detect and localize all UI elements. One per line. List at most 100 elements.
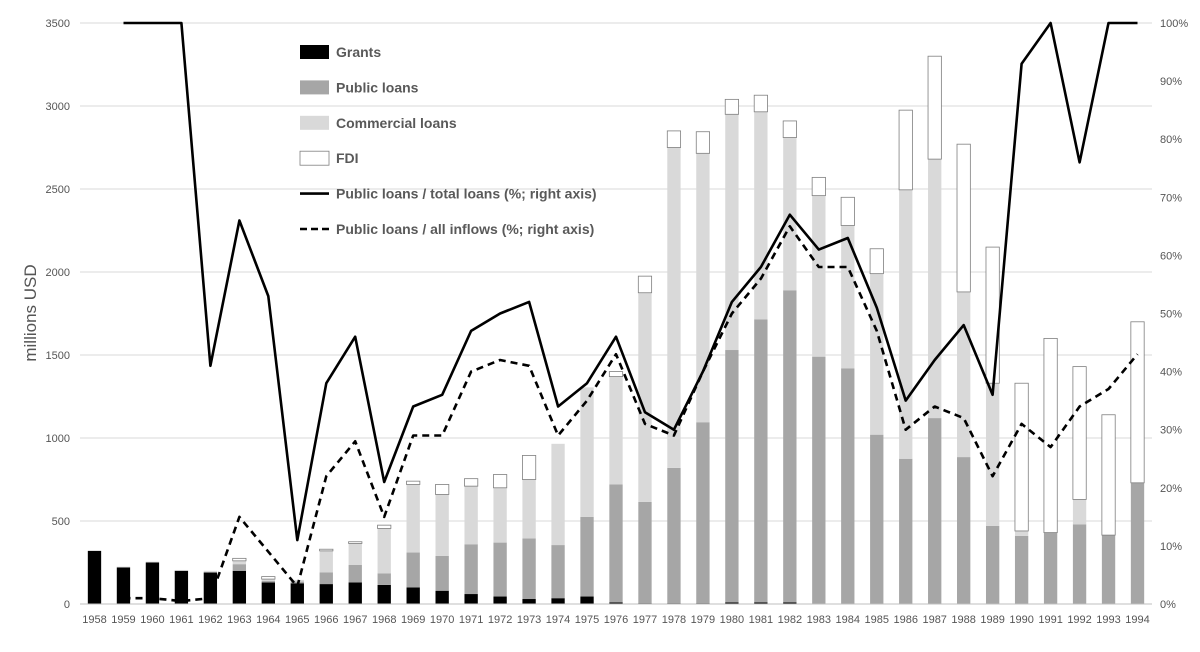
- bar-public-loans: [812, 356, 826, 604]
- line-public-loans-total-loans: [123, 21, 1138, 542]
- y-tick-label: 0: [64, 599, 70, 611]
- bar-commercial-loans: [464, 486, 478, 545]
- y2-tick-label: 10%: [1160, 541, 1182, 553]
- bar-fdi: [232, 557, 247, 562]
- bar-commercial-loans: [174, 569, 189, 571]
- bar-fdi: [493, 474, 508, 489]
- legend-label: Public loans: [336, 79, 419, 95]
- x-tick-label: 1960: [140, 614, 164, 626]
- bar-public-loans: [348, 564, 362, 583]
- y2-tick-label: 60%: [1160, 250, 1182, 262]
- bar-grants: [551, 598, 565, 604]
- bar-commercial-loans: [928, 159, 942, 419]
- x-tick-label: 1977: [633, 614, 657, 626]
- bar-commercial-loans: [203, 570, 218, 573]
- bar-grants: [232, 570, 247, 604]
- bar-public-loans: [551, 545, 565, 599]
- x-tick-label: 1968: [372, 614, 396, 626]
- legend-label: Commercial loans: [336, 115, 457, 131]
- bar-grants: [493, 596, 507, 604]
- y-tick-label: 3500: [46, 18, 70, 30]
- x-tick-label: 1987: [922, 614, 946, 626]
- bar-fdi: [898, 109, 913, 191]
- legend-swatch: [300, 115, 329, 130]
- legend-label: Public loans / all inflows (%; right axi…: [336, 221, 594, 237]
- bar-fdi: [811, 176, 826, 197]
- line-public-loans-all-inflows: [123, 225, 1139, 603]
- y-tick-label: 500: [52, 516, 70, 528]
- bar-fdi: [608, 371, 624, 377]
- bar-fdi: [695, 131, 710, 154]
- x-tick-label: 1972: [488, 614, 512, 626]
- bar-public-loans: [1014, 535, 1029, 604]
- bar-fdi: [666, 130, 682, 148]
- x-tick-label: 1973: [517, 614, 541, 626]
- bar-fdi: [377, 524, 392, 529]
- x-tick-label: 1969: [401, 614, 425, 626]
- x-tick-label: 1963: [227, 614, 251, 626]
- bar-grants: [377, 584, 391, 604]
- bar-public-loans: [232, 564, 247, 571]
- bar-public-loans: [377, 573, 391, 585]
- x-tick-label: 1979: [691, 614, 715, 626]
- bar-public-loans: [754, 319, 768, 603]
- bar-fdi: [869, 248, 884, 275]
- bar-commercial-loans: [116, 566, 131, 568]
- bar-grants: [116, 567, 131, 604]
- bar-commercial-loans: [145, 561, 160, 563]
- bar-commercial-loans: [261, 579, 275, 581]
- bar-fdi: [1043, 337, 1058, 534]
- x-tick-label: 1992: [1067, 614, 1091, 626]
- y2-tick-label: 0%: [1160, 599, 1176, 611]
- bar-grants: [754, 602, 768, 604]
- bar-grants: [522, 599, 536, 604]
- bar-fdi: [724, 98, 739, 115]
- legend-label: FDI: [336, 150, 359, 166]
- x-tick-label: 1985: [865, 614, 889, 626]
- bar-public-loans: [899, 458, 913, 604]
- y2-tick-label: 20%: [1160, 483, 1182, 495]
- bar-grants: [261, 582, 275, 604]
- bar-fdi: [406, 480, 421, 485]
- x-tick-label: 1976: [604, 614, 628, 626]
- x-tick-label: 1974: [546, 614, 570, 626]
- bar-fdi: [522, 455, 537, 480]
- bar-public-loans: [1072, 524, 1087, 604]
- bar-fdi: [956, 143, 971, 293]
- x-tick-label: 1993: [1096, 614, 1120, 626]
- x-tick-label: 1975: [575, 614, 599, 626]
- bar-public-loans: [464, 544, 478, 595]
- bar-commercial-loans: [638, 292, 652, 502]
- bar-fdi: [435, 484, 450, 495]
- bar-commercial-loans: [667, 147, 681, 468]
- bar-commercial-loans: [551, 443, 565, 546]
- bar-commercial-loans: [580, 387, 594, 517]
- bar-fdi: [840, 196, 855, 226]
- bars: [87, 55, 1145, 604]
- bar-fdi: [464, 478, 479, 487]
- x-tick-label: 1988: [951, 614, 975, 626]
- bar-fdi: [782, 120, 797, 138]
- bar-public-loans: [1130, 482, 1145, 604]
- y-tick-label: 1000: [46, 433, 70, 445]
- bar-public-loans: [725, 350, 739, 603]
- bar-public-loans: [783, 290, 797, 603]
- x-tick-label: 1981: [749, 614, 773, 626]
- bar-fdi: [1101, 414, 1116, 536]
- bar-public-loans: [435, 555, 449, 591]
- bar-grants: [580, 596, 594, 604]
- y2-tick-label: 90%: [1160, 76, 1182, 88]
- bar-public-loans: [870, 434, 884, 604]
- bar-fdi: [753, 94, 768, 113]
- bar-grants: [348, 582, 362, 604]
- x-tick-label: 1994: [1125, 614, 1149, 626]
- y2-tick-label: 30%: [1160, 425, 1182, 437]
- bar-fdi: [985, 246, 1000, 384]
- bar-public-loans: [667, 467, 681, 604]
- bar-commercial-loans: [377, 528, 391, 574]
- bar-fdi: [261, 576, 276, 580]
- bar-commercial-loans: [522, 479, 536, 539]
- bar-commercial-loans: [232, 560, 247, 565]
